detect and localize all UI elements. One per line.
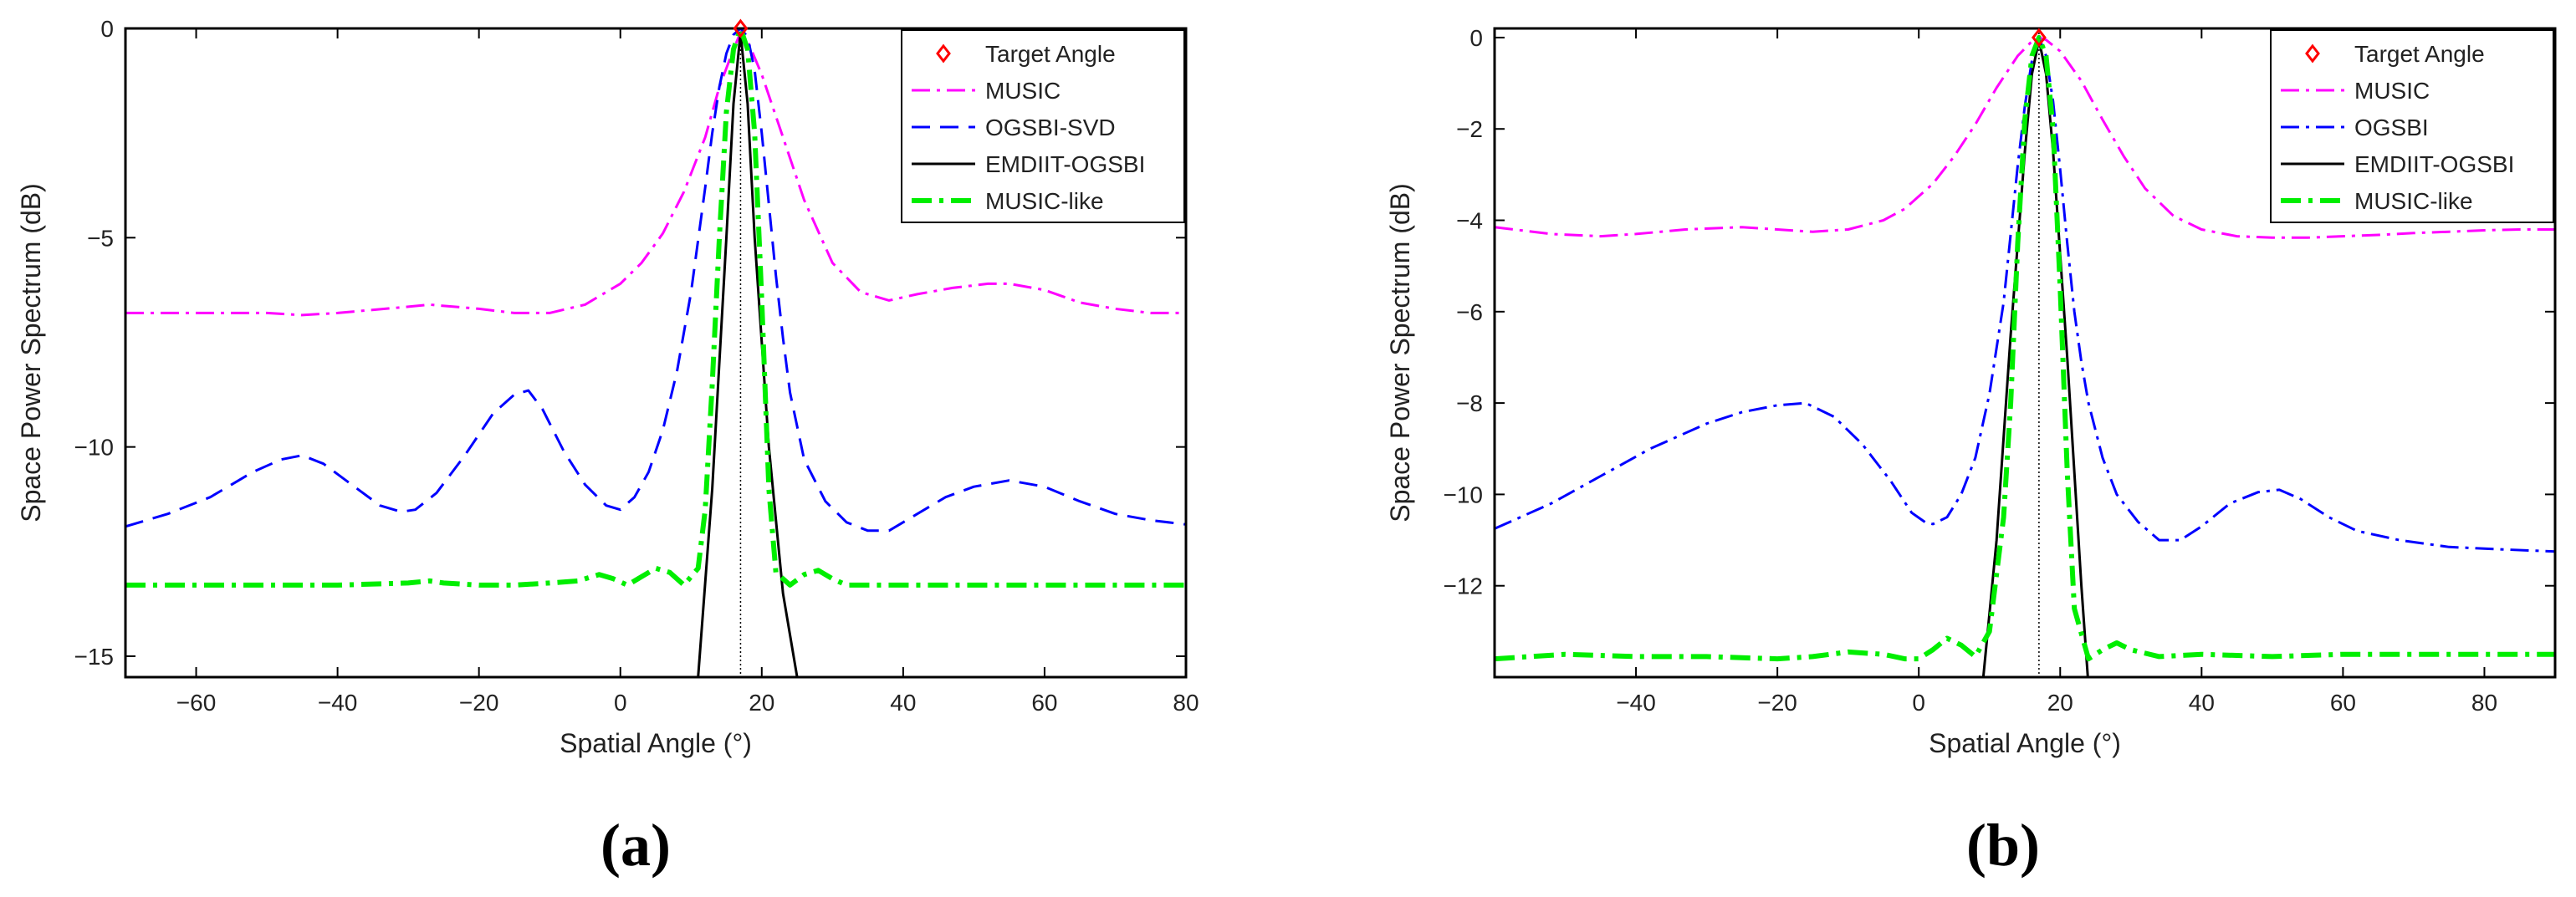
y-tick-label: −4 bbox=[1456, 208, 1483, 234]
panel-caption-b: (b) bbox=[1966, 812, 2040, 879]
x-tick-label: −20 bbox=[1757, 690, 1797, 716]
x-tick-label: 40 bbox=[890, 690, 916, 716]
series-line-music bbox=[125, 31, 1186, 317]
y-axis-label-a: Space Power Spectrum (dB) bbox=[16, 183, 46, 522]
legend-label: EMDIIT-OGSBI bbox=[985, 151, 1145, 177]
legend-label: MUSIC-like bbox=[985, 188, 1104, 214]
y-tick-label: −2 bbox=[1456, 116, 1483, 142]
x-axis-label-a: Spatial Angle (°) bbox=[560, 728, 752, 758]
series-line-music-like bbox=[1495, 34, 2555, 662]
x-tick-label: 0 bbox=[1912, 690, 1925, 716]
x-tick-label: 40 bbox=[2189, 690, 2215, 716]
y-tick-label: −10 bbox=[1444, 482, 1484, 507]
series-line-emdiit-ogsbi bbox=[663, 31, 821, 677]
chart-panel-b: −40 −20 0 20 40 60 80 0 −2 −4 −6 −8 −10 −12 Spatial A… bbox=[1385, 25, 2557, 879]
legend-marker-target bbox=[936, 43, 951, 64]
y-tick-label: −5 bbox=[87, 225, 114, 251]
legend-label: Target Angle bbox=[2354, 41, 2485, 67]
x-tick-label: 80 bbox=[2471, 690, 2497, 716]
axis-ticks-b: −40 −20 0 20 40 60 80 0 −2 −4 −6 −8 −10 −12 bbox=[1444, 25, 2555, 716]
target-angle-marker bbox=[733, 18, 749, 38]
x-tick-label: 60 bbox=[2330, 690, 2356, 716]
legend-label: EMDIIT-OGSBI bbox=[2354, 151, 2514, 177]
x-tick-label: 20 bbox=[749, 690, 774, 716]
x-tick-label: −40 bbox=[1616, 690, 1656, 716]
series-group-a bbox=[125, 28, 1186, 677]
y-tick-label: −8 bbox=[1456, 390, 1483, 416]
legend-label: Target Angle bbox=[985, 41, 1116, 67]
x-tick-label: −20 bbox=[459, 690, 499, 716]
y-axis-label-b: Space Power Spectrum (dB) bbox=[1385, 183, 1415, 522]
x-tick-label: 80 bbox=[1173, 690, 1199, 716]
x-tick-label: 60 bbox=[1031, 690, 1057, 716]
legend-b: Target Angle MUSIC OGSBI EMDIIT-OGSBI MUSIC-… bbox=[2270, 29, 2554, 223]
legend-label: OGSBI-SVD bbox=[985, 115, 1116, 140]
x-tick-label: 20 bbox=[2047, 690, 2073, 716]
x-axis-label-b: Spatial Angle (°) bbox=[1929, 728, 2121, 758]
panel-caption-a: (a) bbox=[601, 812, 671, 879]
legend-label: OGSBI bbox=[2354, 115, 2429, 140]
series-line-ogsbi-svd bbox=[125, 28, 1186, 533]
x-tick-label: −60 bbox=[176, 690, 217, 716]
y-tick-label: −12 bbox=[1444, 573, 1484, 599]
legend-a: Target Angle MUSIC OGSBI-SVD EMDIIT-OGSBI MU… bbox=[901, 29, 1185, 223]
plot-border-b bbox=[1493, 27, 2557, 679]
target-angle-marker bbox=[2032, 28, 2047, 48]
y-tick-label: −15 bbox=[74, 644, 115, 670]
x-tick-label: −40 bbox=[318, 690, 358, 716]
legend-label: MUSIC bbox=[985, 78, 1061, 104]
y-tick-label: 0 bbox=[1469, 25, 1483, 51]
plot-border-a bbox=[124, 27, 1188, 679]
legend-marker-target bbox=[2305, 43, 2320, 64]
x-tick-label: 0 bbox=[614, 690, 627, 716]
y-tick-label: 0 bbox=[100, 16, 114, 42]
legend-label: MUSIC bbox=[2354, 78, 2430, 104]
y-tick-label: −6 bbox=[1456, 299, 1483, 325]
y-tick-label: −10 bbox=[74, 435, 115, 461]
chart-panel-a: −60 −40 −20 0 20 40 60 80 0 −5 −10 −15 Spatial Angl… bbox=[16, 16, 1199, 879]
axis-ticks-a: −60 −40 −20 0 20 40 60 80 0 −5 −10 −15 bbox=[74, 16, 1199, 716]
legend-label: MUSIC-like bbox=[2354, 188, 2473, 214]
